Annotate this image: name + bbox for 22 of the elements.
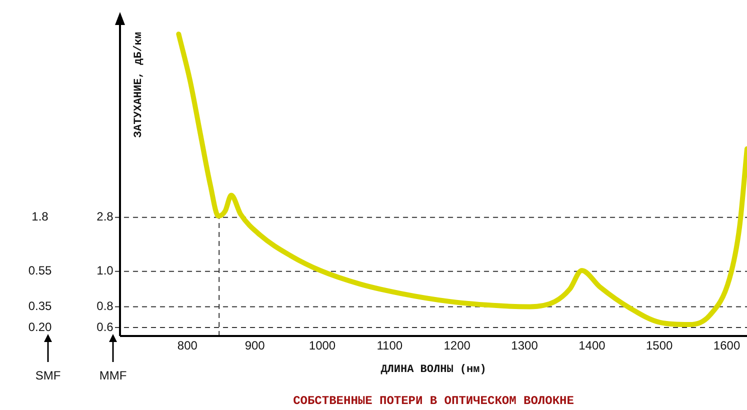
text: 0.35 <box>28 299 52 314</box>
text: 1.8 <box>32 210 49 224</box>
text: 1.0 <box>96 264 114 278</box>
text: 2.8 <box>96 210 114 224</box>
text: 0.6 <box>96 320 114 334</box>
x-tick-label: 1200 <box>444 338 471 353</box>
x-tick-label: 1600 <box>713 338 740 353</box>
text: SMF <box>35 368 61 382</box>
x-axis-title: ДЛИНА ВОЛНЫ (нм) <box>380 364 486 376</box>
x-tick-label: 900 <box>244 338 266 353</box>
x-tick-label: 1400 <box>578 338 606 353</box>
x-tick-label: 1300 <box>511 338 538 353</box>
text: MMF <box>99 368 127 382</box>
text: 0.55 <box>28 264 52 278</box>
x-tick-label: 1100 <box>376 338 403 353</box>
x-tick-label: 800 <box>177 338 198 353</box>
text: 0.8 <box>96 299 114 314</box>
x-tick-label: 1500 <box>646 338 674 353</box>
x-tick-label: 1000 <box>308 338 336 353</box>
y-axis-title: ЗАТУХАНИЕ, дБ/км <box>132 32 145 138</box>
text: 0.20 <box>28 320 52 334</box>
text: СОБСТВЕННЫЕ ПОТЕРИ В ОПТИЧЕСКОМ ВОЛОКНЕ <box>293 394 574 408</box>
